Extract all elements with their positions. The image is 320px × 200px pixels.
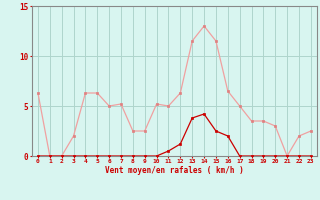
X-axis label: Vent moyen/en rafales ( km/h ): Vent moyen/en rafales ( km/h )	[105, 166, 244, 175]
